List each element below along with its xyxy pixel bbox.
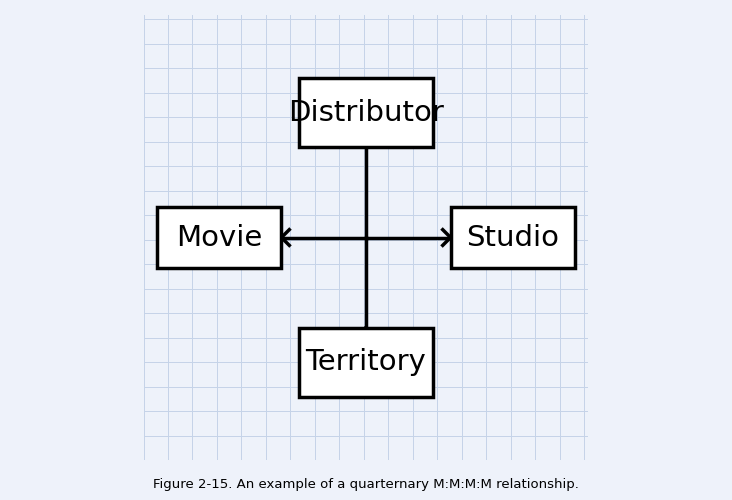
Text: Territory: Territory: [305, 348, 427, 376]
Text: Figure 2-15. An example of a quarternary M:M:M:M relationship.: Figure 2-15. An example of a quarternary…: [153, 478, 579, 491]
Bar: [299, 328, 433, 396]
Bar: [299, 78, 433, 148]
Text: Studio: Studio: [466, 224, 559, 252]
Bar: [451, 208, 575, 268]
Bar: [157, 208, 281, 268]
Text: Distributor: Distributor: [288, 99, 444, 127]
Text: Movie: Movie: [176, 224, 262, 252]
